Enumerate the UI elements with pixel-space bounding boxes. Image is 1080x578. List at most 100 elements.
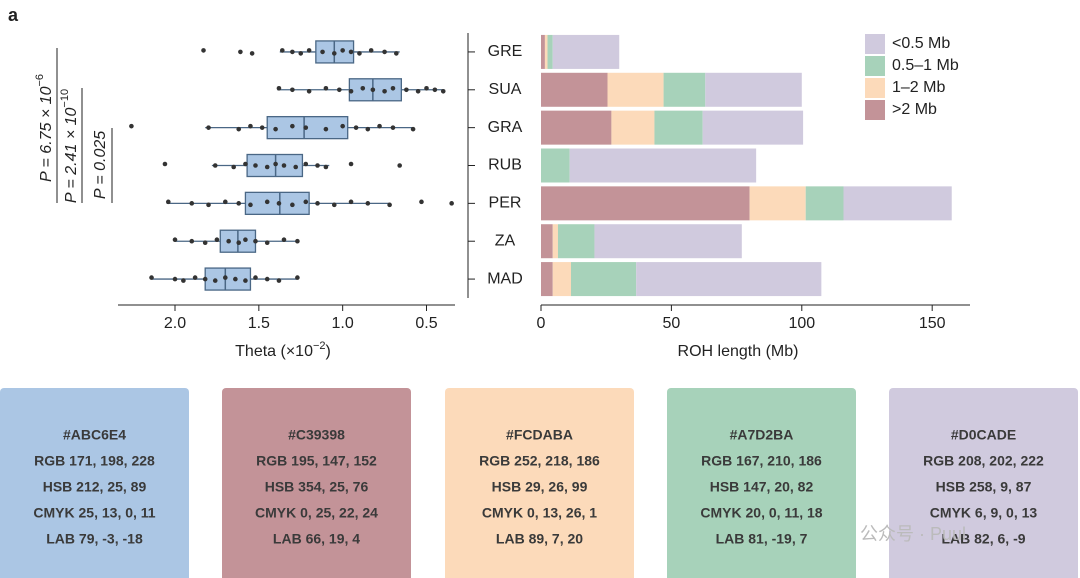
data-point [348,88,354,94]
data-point [276,85,282,91]
p-exp: −6 [34,74,46,87]
category-label: MAD [487,270,523,287]
data-point [331,202,337,208]
data-point [410,126,416,132]
category-label: GRE [488,43,523,60]
data-point [415,88,421,94]
legend-swatch [865,78,885,98]
x-tick-label: 0.5 [415,315,437,332]
legend-swatch [865,34,885,54]
data-point [298,51,304,56]
swatch [889,388,1078,578]
swatch-text: RGB 167, 210, 186 [701,453,822,469]
bar-segment [541,34,545,69]
data-point [281,237,287,243]
data-point [340,48,345,53]
swatch-text: LAB 82, 6, -9 [941,531,1025,547]
data-point [315,201,320,206]
data-point [348,161,354,167]
data-point [273,161,278,167]
bar-segment [611,110,655,145]
swatch-text: #ABC6E4 [63,427,126,443]
swatch-text: LAB 81, -19, 7 [716,531,808,547]
x-axis-label: ROH length (Mb) [678,343,799,360]
data-point [206,202,211,208]
data-point [377,123,382,129]
data-point [276,278,282,283]
data-point [320,49,325,55]
data-point [432,87,438,93]
legend-label: >2 Mb [892,101,937,118]
bar-segment [570,262,637,297]
legend-swatch [865,100,885,120]
legend-swatch [865,56,885,76]
swatch-text: HSB 147, 20, 82 [710,479,814,495]
swatch-text: HSB 212, 25, 89 [43,479,147,495]
swatch-card: #C39398 RGB 195, 147, 152 HSB 354, 25, 76 C… [222,388,411,578]
data-point [202,276,208,282]
data-point [365,126,371,132]
swatch-text: RGB 195, 147, 152 [256,453,377,469]
category-label: PER [489,195,522,212]
p-exp: −10 [59,89,71,108]
data-point [323,85,329,91]
data-point [303,161,309,167]
legend-label: 1–2 Mb [892,79,945,96]
bar-segment [552,262,571,297]
bar-segment [594,224,742,259]
swatch-text: CMYK 25, 13, 0, 11 [33,505,155,521]
category-label: ZA [495,232,516,249]
swatch [0,388,189,578]
data-point [253,275,258,280]
bar-segment [541,262,553,297]
data-point [192,275,198,280]
swatch-text: HSB 354, 25, 76 [265,479,369,495]
data-point [340,123,345,129]
data-point [353,125,359,130]
swatch-text: HSB 29, 26, 99 [492,479,588,495]
data-point [303,125,309,130]
x-tick-label: 2.0 [164,315,186,332]
data-point [236,240,242,246]
data-point [290,87,295,93]
data-point [290,123,295,129]
data-point [323,126,329,132]
data-point [243,278,248,283]
p-text: P = 2.41 × 10 [63,107,80,203]
data-point [315,163,320,168]
data-point [295,238,300,244]
data-point [273,126,278,132]
data-point [281,163,287,168]
bar-segment [557,224,595,259]
data-point [440,88,446,94]
data-point [280,48,285,53]
swatch-text: RGB 252, 218, 186 [479,453,600,469]
data-point [238,49,243,55]
data-point [259,125,265,130]
bar-segment [544,34,548,69]
data-point [365,201,371,206]
data-point [360,85,366,91]
data-point [231,164,236,170]
bar-segment [749,186,806,221]
p-text: P = 0.025 [92,131,109,199]
swatch [222,388,411,578]
data-point [382,88,387,94]
bar-segment [541,72,608,107]
bar-segment [541,186,750,221]
bar-segment [541,148,570,183]
bar-segment [552,224,558,259]
data-point [348,49,354,55]
data-point [348,199,354,205]
x-tick-label: 0 [537,315,546,332]
data-point [303,199,309,205]
bar-segment [541,224,553,259]
data-point [236,126,242,132]
data-point [424,85,429,91]
swatch [445,388,634,578]
panel-label: a [8,5,19,25]
data-point [357,51,362,56]
x-tick-label: 50 [662,315,680,332]
data-point [449,201,454,206]
data-point [165,199,171,205]
